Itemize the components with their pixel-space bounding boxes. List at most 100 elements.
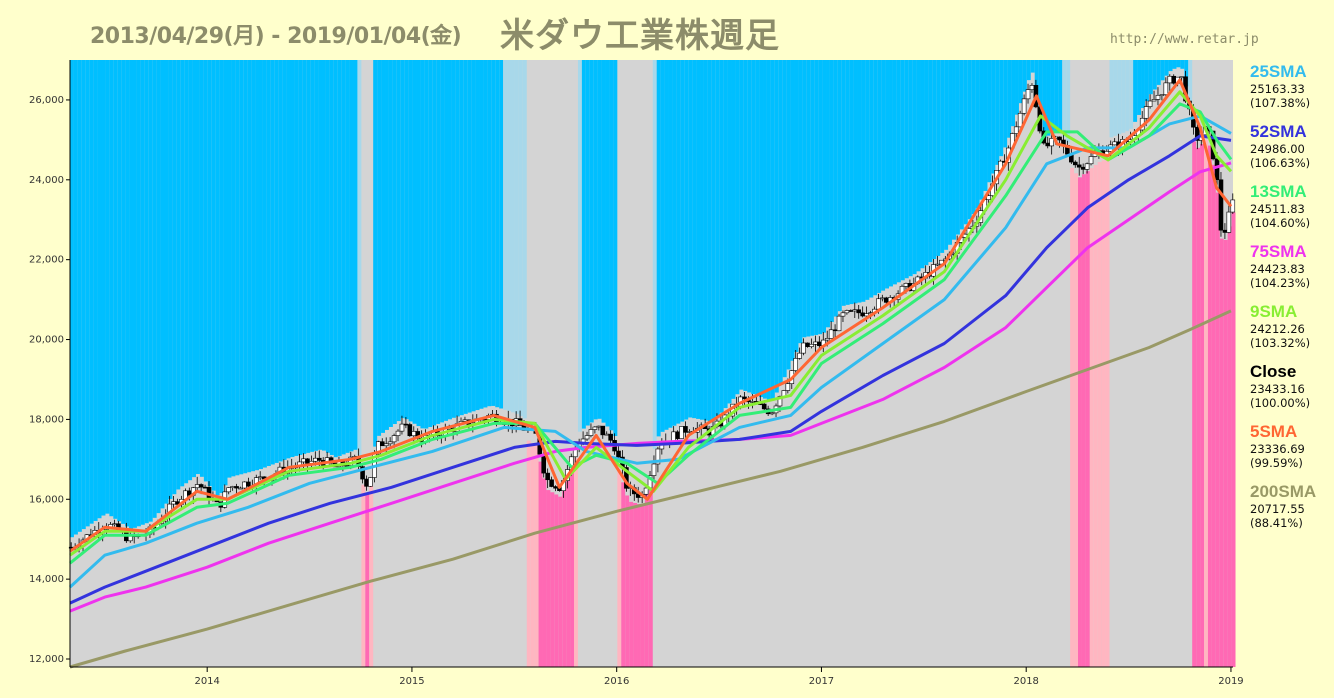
uptrend-band bbox=[310, 60, 315, 452]
candle-body bbox=[246, 481, 251, 487]
downtrend-band bbox=[546, 490, 551, 667]
uptrend-band bbox=[219, 60, 224, 493]
uptrend-band bbox=[755, 60, 760, 396]
uptrend-band bbox=[810, 60, 815, 336]
x-tick-label: 2016 bbox=[604, 676, 629, 687]
uptrend-band bbox=[865, 60, 870, 300]
uptrend-band bbox=[322, 60, 326, 451]
uptrend-band bbox=[416, 60, 421, 427]
uptrend-band bbox=[778, 60, 783, 385]
uptrend-band bbox=[247, 60, 252, 473]
candle-body bbox=[836, 315, 842, 332]
uptrend-band bbox=[1148, 60, 1153, 95]
uptrend-band bbox=[727, 60, 732, 404]
candle-body bbox=[1179, 76, 1184, 79]
downtrend-band bbox=[558, 496, 563, 667]
uptrend-band bbox=[298, 60, 303, 455]
uptrend-band bbox=[1156, 60, 1161, 85]
candle-body bbox=[368, 477, 373, 487]
downtrend-band bbox=[1231, 212, 1236, 667]
downtrend-band bbox=[361, 484, 366, 667]
candle-body bbox=[1171, 75, 1177, 84]
candle-body bbox=[832, 329, 838, 332]
downtrend-band bbox=[534, 445, 539, 667]
legend-value: 24212.26 bbox=[1250, 322, 1305, 336]
uptrend-band bbox=[274, 60, 279, 463]
uptrend-band bbox=[774, 60, 779, 393]
uptrend-band bbox=[1015, 60, 1019, 115]
candle-body bbox=[1214, 158, 1220, 181]
uptrend-band bbox=[983, 60, 988, 191]
uptrend-band bbox=[991, 60, 996, 174]
candle-body bbox=[860, 312, 865, 317]
candle-body bbox=[840, 312, 846, 317]
uptrend-band bbox=[231, 60, 236, 477]
uptrend-band bbox=[282, 60, 287, 460]
downtrend-band bbox=[1089, 168, 1094, 668]
uptrend-band bbox=[680, 60, 685, 422]
downtrend-band bbox=[648, 481, 653, 667]
downtrend-band bbox=[1085, 171, 1090, 667]
downtrend-band bbox=[1211, 164, 1216, 668]
downtrend-band bbox=[1078, 177, 1082, 667]
candle-body bbox=[1080, 166, 1086, 170]
uptrend-band bbox=[1003, 60, 1008, 148]
uptrend-band bbox=[357, 60, 362, 456]
uptrend-band bbox=[1026, 60, 1031, 81]
uptrend-band bbox=[341, 60, 346, 455]
uptrend-band bbox=[818, 60, 823, 335]
uptrend-band bbox=[286, 60, 291, 459]
downtrend-band bbox=[365, 493, 370, 667]
uptrend-band bbox=[156, 60, 161, 514]
downtrend-band bbox=[644, 493, 649, 667]
uptrend-band bbox=[703, 60, 708, 421]
legend-item-52sma: 52SMA 24986.00 (106.63%) bbox=[1250, 122, 1310, 170]
uptrend-band bbox=[152, 60, 157, 518]
uptrend-band bbox=[329, 60, 334, 455]
x-tick-label: 2015 bbox=[399, 676, 424, 687]
uptrend-band bbox=[117, 60, 122, 522]
legend-percent: (106.63%) bbox=[1250, 156, 1311, 170]
candle-body bbox=[1226, 211, 1232, 233]
candle-body bbox=[1155, 95, 1161, 100]
uptrend-band bbox=[294, 60, 299, 456]
uptrend-band bbox=[794, 60, 799, 352]
uptrend-band bbox=[440, 60, 445, 423]
source-url[interactable]: http://www.retar.jp bbox=[1110, 32, 1259, 47]
uptrend-band bbox=[577, 60, 582, 432]
uptrend-band bbox=[1042, 60, 1047, 138]
uptrend-band bbox=[743, 60, 748, 391]
uptrend-band bbox=[975, 60, 980, 209]
candle-body bbox=[171, 501, 176, 505]
uptrend-band bbox=[1066, 60, 1071, 143]
x-tick-label: 2019 bbox=[1218, 676, 1243, 687]
uptrend-band bbox=[207, 60, 212, 487]
uptrend-band bbox=[676, 60, 681, 424]
candle-body bbox=[1021, 98, 1027, 114]
candle-body bbox=[608, 433, 613, 441]
downtrend-band bbox=[1204, 140, 1208, 668]
uptrend-band bbox=[660, 60, 665, 432]
candle-body bbox=[852, 309, 858, 312]
uptrend-band bbox=[105, 60, 110, 514]
candle-body bbox=[604, 433, 610, 436]
uptrend-band bbox=[605, 60, 610, 427]
uptrend-band bbox=[215, 60, 220, 496]
candle-body bbox=[238, 487, 243, 490]
candle-body bbox=[785, 383, 791, 391]
candle-body bbox=[1163, 82, 1169, 96]
uptrend-band bbox=[873, 60, 878, 296]
uptrend-band bbox=[381, 60, 386, 433]
y-tick-label: 16,000 bbox=[29, 494, 64, 505]
candle-body bbox=[1159, 94, 1165, 97]
candle-body bbox=[301, 458, 306, 463]
uptrend-band bbox=[392, 60, 397, 425]
uptrend-band bbox=[837, 60, 842, 312]
uptrend-band bbox=[192, 60, 197, 478]
candle-body bbox=[1147, 100, 1153, 107]
uptrend-band bbox=[790, 60, 795, 361]
y-tick-label: 22,000 bbox=[29, 255, 64, 266]
candle-body bbox=[600, 425, 606, 436]
legend-name: 200SMA bbox=[1250, 482, 1317, 501]
uptrend-band bbox=[1164, 60, 1169, 76]
